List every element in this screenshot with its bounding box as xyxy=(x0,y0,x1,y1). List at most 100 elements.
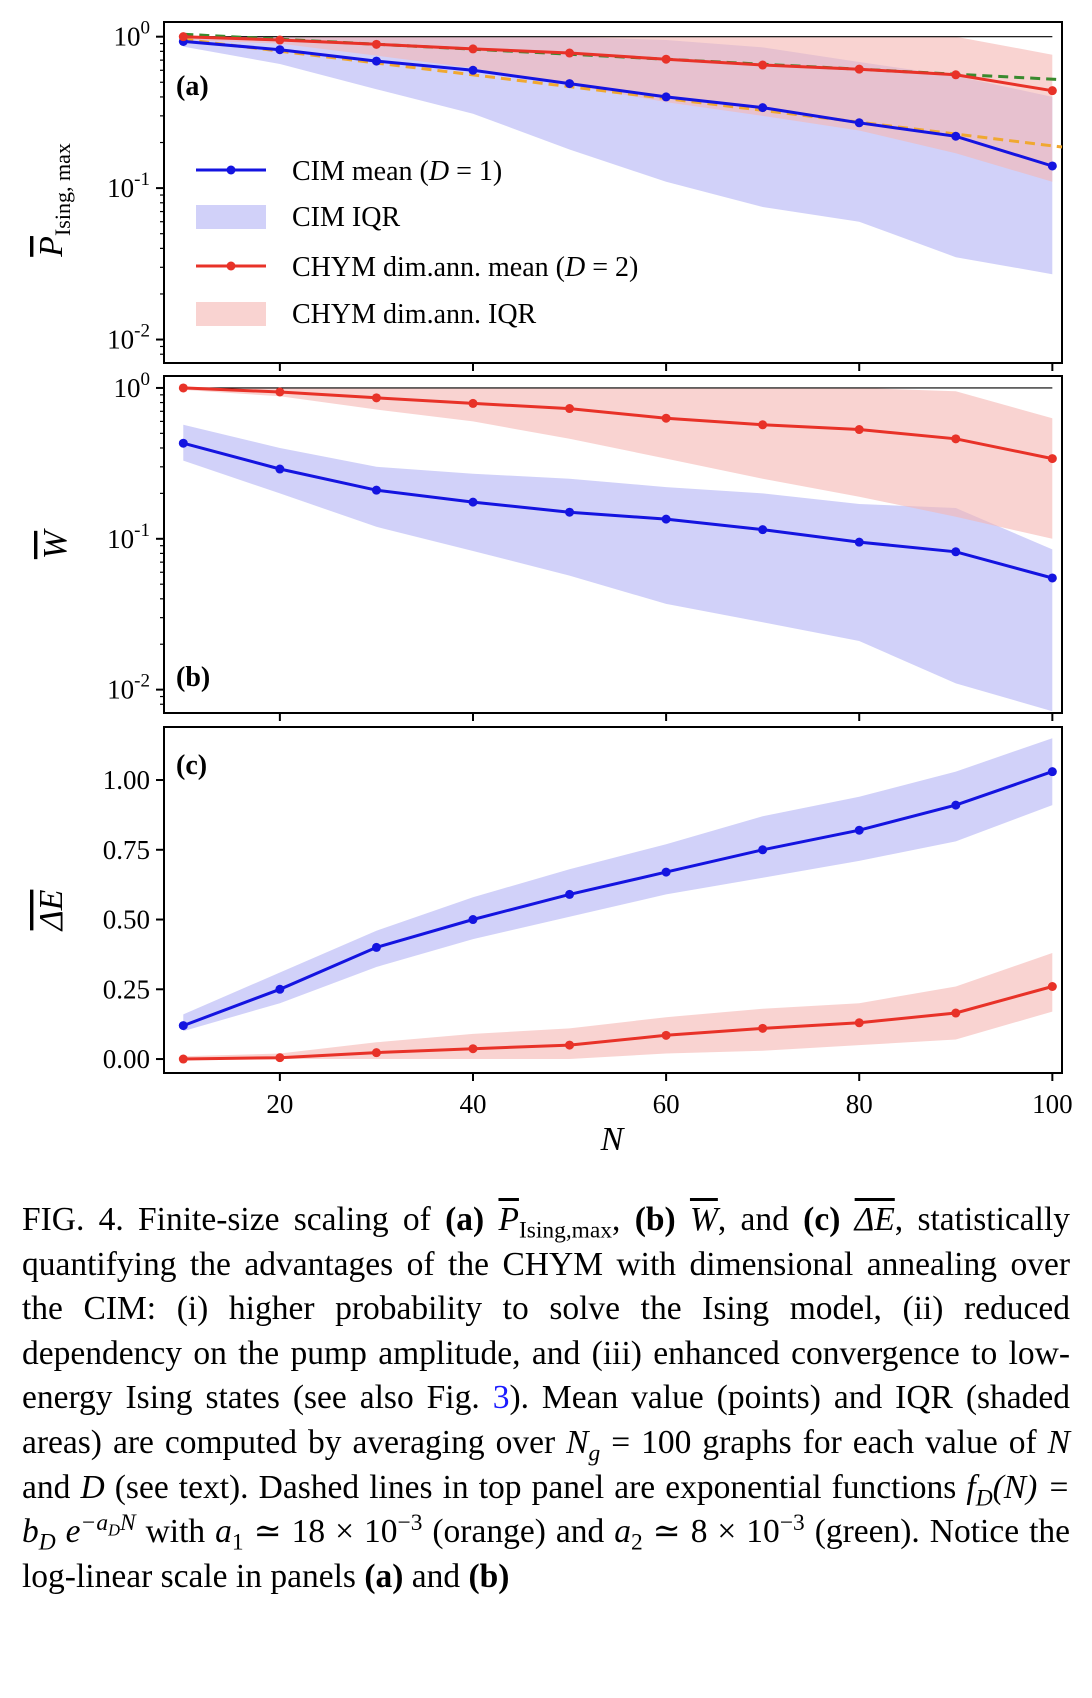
panel-b-mean-point-0-4 xyxy=(565,507,575,517)
panel-c-xtick-label-2: 60 xyxy=(653,1089,680,1119)
legend-chym-iqr-swatch xyxy=(196,302,266,326)
panel-b-letter: (b) xyxy=(176,662,210,693)
panel-a-mean-line-0 xyxy=(183,39,1053,168)
panel-a-mean-point-1-0 xyxy=(178,32,188,42)
panel-b-mean-point-0-6 xyxy=(758,525,768,535)
panel-b-mean-point-0-0 xyxy=(178,438,188,448)
panel-c-mean-point-0-2 xyxy=(371,942,381,952)
legend: CIM mean (D = 1) CIM IQR CHYM dim.ann. m… xyxy=(196,156,638,330)
panel-a-mean-point-1-8 xyxy=(951,70,961,80)
panel-c-iqr-band-1 xyxy=(183,953,1053,1059)
panel-c-mean-point-1-4 xyxy=(565,1040,575,1050)
panel-a-ylabel: PIsing, max xyxy=(33,143,75,258)
panel-c-ytick-label-1: 0.25 xyxy=(103,974,150,1004)
panel-c-ytick-label-2: 0.50 xyxy=(103,905,150,935)
figure-chart: 100 10-1 10-2 100 10-1 10-2 0.00 0.25 0.50 0.75 1.… xyxy=(33,18,1073,1158)
panel-a-fit-line-0 xyxy=(183,37,1063,149)
panel-a-mean-point-0-6 xyxy=(758,103,768,113)
panel-b-mean-line-0 xyxy=(182,441,1053,580)
caption-fig-label: FIG. 4. xyxy=(22,1201,124,1238)
legend-chym-iqr-label: CHYM dim.ann. IQR xyxy=(292,299,537,330)
legend-cim-mean-marker xyxy=(226,165,236,175)
panel-a-mean-point-1-3 xyxy=(468,44,478,54)
panel-a-mean-point-0-7 xyxy=(854,118,864,128)
panel-a-iqr-band-1 xyxy=(183,36,1053,182)
panel-b-ytick-label-1: 10-1 xyxy=(107,520,150,554)
panel-a-mean-point-0-5 xyxy=(661,92,671,102)
panel-b-mean-point-1-7 xyxy=(854,425,864,435)
panel-c-ytick-label-0: 0.00 xyxy=(103,1044,150,1074)
panel-c-mean-point-0-3 xyxy=(468,915,478,925)
panel-b-frame xyxy=(163,375,1063,714)
panel-c-mean-point-1-7 xyxy=(854,1018,864,1028)
panel-a-ytick-label-0: 100 xyxy=(114,18,151,52)
legend-cim-iqr-label: CIM IQR xyxy=(292,202,400,233)
panel-a-mean-point-0-2 xyxy=(371,56,381,66)
panel-b-iqr-band-0 xyxy=(183,424,1053,712)
panel-b-mean-point-1-2 xyxy=(371,393,381,403)
panel-b-mean-point-1-0 xyxy=(178,383,188,393)
panel-a-mean-point-0-1 xyxy=(275,45,285,55)
panel-a-mean-point-1-6 xyxy=(758,60,768,70)
panel-b-ylabel: W xyxy=(37,528,74,559)
panel-c-xtick-label-1: 40 xyxy=(459,1089,486,1119)
panel-b-mean-point-0-7 xyxy=(854,537,864,547)
panel-c-xtick-label-3: 80 xyxy=(846,1089,873,1119)
figure-3-link[interactable]: 3 xyxy=(492,1379,510,1417)
panel-c-mean-point-0-0 xyxy=(178,1021,188,1031)
panel-b-ytick-label-2: 10-2 xyxy=(107,671,150,705)
panel-c-mean-point-0-8 xyxy=(951,800,961,810)
panel-c-ytick-label-3: 0.75 xyxy=(103,835,150,865)
panel-a-letter: (a) xyxy=(176,71,209,102)
panel-a-mean-point-1-4 xyxy=(565,48,575,58)
panel-b-mean-point-1-6 xyxy=(758,420,768,430)
panel-b-mean-point-0-9 xyxy=(1047,573,1057,583)
panel-b-mean-point-1-9 xyxy=(1047,454,1057,464)
panel-a-frame xyxy=(163,21,1063,364)
panel-c-mean-point-0-9 xyxy=(1047,767,1057,777)
panel-c-mean-point-0-5 xyxy=(661,867,671,877)
panel-a-mean-point-1-2 xyxy=(371,39,381,49)
panel-c-xtick-label-4: 100 xyxy=(1032,1089,1073,1119)
panel-b-mean-point-1-1 xyxy=(275,387,285,397)
legend-cim-mean-label: CIM mean (D = 1) xyxy=(292,156,502,187)
panel-c-mean-point-0-6 xyxy=(758,845,768,855)
panel-a-mean-point-1-7 xyxy=(854,64,864,74)
panel-c-mean-point-0-4 xyxy=(565,889,575,899)
x-axis-label: N xyxy=(600,1121,626,1158)
panel-a-mean-line-1 xyxy=(183,35,1053,93)
panel-c-mean-line-0 xyxy=(182,770,1053,1028)
panel-b-mean-point-0-5 xyxy=(661,514,671,524)
panel-a-mean-point-0-4 xyxy=(565,79,575,89)
panel-a-mean-point-0-3 xyxy=(468,65,478,75)
panel-b-iqr-band-1 xyxy=(183,387,1053,539)
plot-layer: 100 10-1 10-2 100 10-1 10-2 0.00 0.25 0.50 0.75 1.… xyxy=(103,18,1073,1119)
panel-c-mean-point-1-5 xyxy=(661,1030,671,1040)
panel-b-mean-point-0-1 xyxy=(275,464,285,474)
panel-c-xtick-label-0: 20 xyxy=(266,1089,293,1119)
panel-c-mean-line-1 xyxy=(183,985,1053,1061)
panel-c-mean-point-1-8 xyxy=(951,1008,961,1018)
panel-c-mean-point-1-2 xyxy=(371,1048,381,1058)
panel-a-mean-point-1-9 xyxy=(1047,86,1057,96)
panel-b-mean-point-1-4 xyxy=(565,404,575,414)
legend-chym-mean-label: CHYM dim.ann. mean (D = 2) xyxy=(292,252,638,283)
panel-b-mean-point-1-5 xyxy=(661,413,671,423)
panel-a-mean-point-1-1 xyxy=(275,35,285,45)
panel-b-mean-point-1-3 xyxy=(468,398,478,408)
legend-chym-mean-marker xyxy=(226,261,236,271)
panel-b-mean-point-0-2 xyxy=(371,485,381,495)
legend-cim-iqr-swatch xyxy=(196,205,266,229)
panel-b-mean-point-0-8 xyxy=(951,547,961,557)
panel-b-ytick-label-0: 100 xyxy=(114,369,151,403)
panel-c-mean-point-1-6 xyxy=(758,1023,768,1033)
panel-c-letter: (c) xyxy=(176,750,207,781)
panel-c-mean-point-0-1 xyxy=(275,984,285,994)
panel-c-frame xyxy=(163,726,1063,1074)
panel-a-mean-point-0-9 xyxy=(1047,161,1057,171)
panel-c-ylabel: ΔE xyxy=(33,889,70,932)
panel-a-ytick-label-1: 10-1 xyxy=(107,169,150,203)
panel-c-mean-point-1-9 xyxy=(1047,982,1057,991)
panel-a-mean-point-1-5 xyxy=(661,54,671,64)
panel-a-ytick-label-2: 10-2 xyxy=(107,321,150,355)
